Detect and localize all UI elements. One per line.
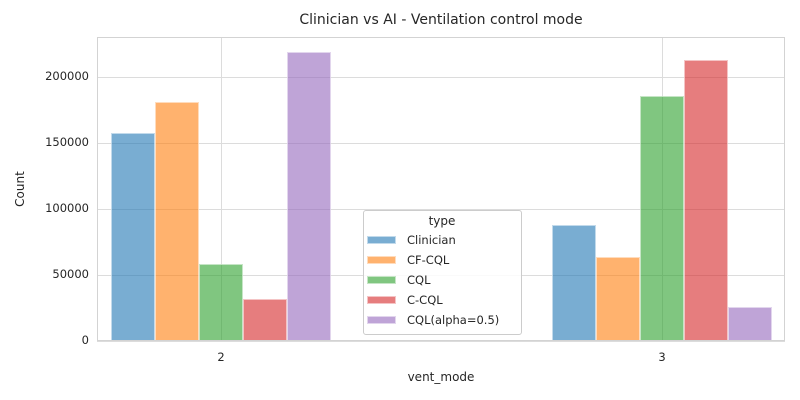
bar-cql-vent-3	[640, 95, 684, 341]
bar-cf-cql-vent-3	[596, 256, 640, 341]
y-tick-label-50000: 50000	[52, 267, 89, 282]
bar-cql-alpha-0-5-vent-2	[287, 52, 331, 341]
chart-title: Clinician vs AI - Ventilation control mo…	[299, 12, 583, 28]
legend-label-cql: CQL	[407, 273, 431, 287]
bar-clinician-vent-2	[111, 133, 155, 341]
legend-swatch-clinician	[367, 236, 396, 244]
legend-label-c-cql: C-CQL	[407, 293, 443, 307]
y-tick-label-0: 0	[81, 333, 89, 347]
legend-item-cql: CQL	[367, 270, 517, 290]
gridline-y-150000	[97, 142, 785, 144]
legend-swatch-cql-alpha-0-5	[367, 316, 396, 324]
legend-title: type	[428, 214, 456, 228]
y-tick-label-150000: 150000	[45, 135, 89, 150]
legend-label-cql-alpha-0-5: CQL(alpha=0.5)	[407, 313, 500, 327]
legend-swatch-cql	[367, 276, 396, 284]
x-tick-label-2: 2	[217, 350, 225, 364]
gridline-y-100000	[97, 208, 785, 210]
bar-cf-cql-vent-2	[155, 102, 199, 341]
gridline-y-0	[97, 340, 785, 342]
y-tick-label-200000: 200000	[45, 69, 89, 84]
bar-clinician-vent-3	[552, 224, 596, 341]
legend-swatch-c-cql	[367, 296, 396, 304]
y-axis-label: Count	[13, 171, 27, 207]
y-tick-label-100000: 100000	[45, 201, 89, 216]
axes-border	[97, 37, 785, 341]
gridline-x-2	[220, 37, 222, 341]
legend-label-clinician: Clinician	[407, 233, 456, 247]
legend-item-c-cql: C-CQL	[367, 290, 517, 310]
legend-item-cql-alpha-0-5: CQL(alpha=0.5)	[367, 310, 517, 330]
x-tick-label-3: 3	[658, 350, 666, 364]
legend-label-cf-cql: CF-CQL	[407, 253, 450, 267]
legend-swatch-cf-cql	[367, 256, 396, 264]
legend-item-cf-cql: CF-CQL	[367, 250, 517, 270]
bar-c-cql-vent-2	[243, 298, 287, 341]
bar-c-cql-vent-3	[684, 60, 728, 341]
legend-rows: Clinician CF-CQL CQL C-CQL CQL(alpha=0.5)	[367, 230, 517, 330]
x-axis-label: vent_mode	[407, 370, 475, 384]
legend: type Clinician CF-CQL CQL C-CQL CQL(alpha=0.…	[363, 210, 522, 335]
bar-cql-vent-2	[199, 263, 243, 341]
gridline-y-200000	[97, 76, 785, 78]
legend-item-clinician: Clinician	[367, 230, 517, 250]
